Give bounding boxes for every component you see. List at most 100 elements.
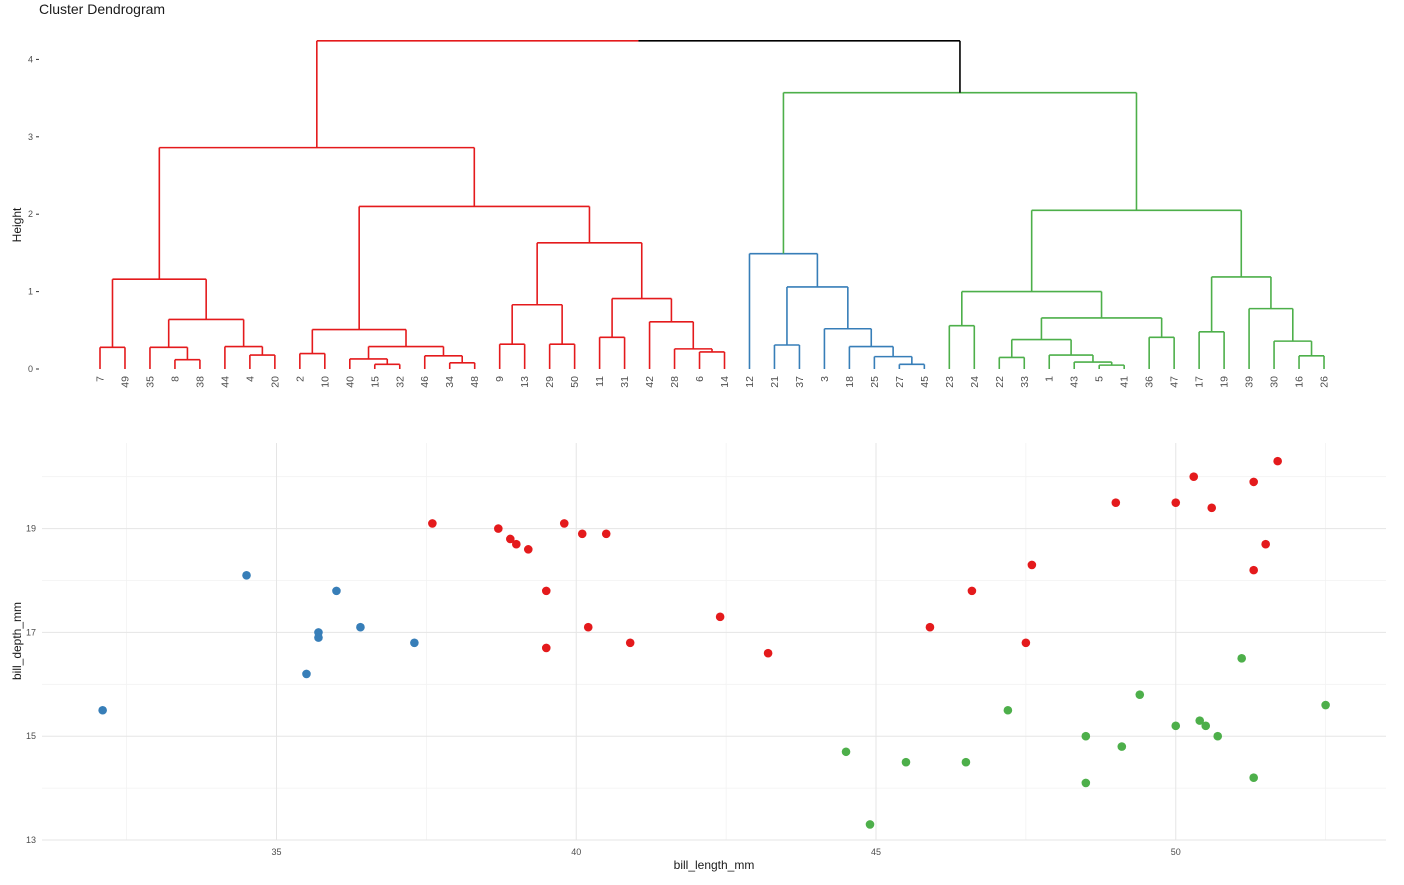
scatter-point — [763, 648, 773, 658]
leaf-label: 13 — [519, 376, 531, 388]
leaf-label: 17 — [1194, 376, 1206, 388]
scatter-point — [1213, 731, 1223, 741]
leaf-label: 8 — [169, 376, 181, 382]
y-axis-title: Height — [10, 207, 24, 242]
leaf-label: 45 — [919, 376, 931, 388]
scatter-point — [1249, 773, 1258, 783]
scatter-point — [961, 757, 971, 767]
y-tick-label: 3 — [28, 132, 33, 142]
scatter-point — [1021, 638, 1031, 648]
leaf-label: 31 — [619, 376, 631, 388]
scatter-point — [428, 519, 437, 528]
leaf-label: 44 — [219, 376, 231, 388]
leaf-label: 50 — [569, 376, 581, 388]
scatter-point — [1189, 472, 1199, 482]
leaf-label: 28 — [669, 376, 681, 388]
scatter-point — [541, 643, 551, 653]
leaf-label: 6 — [694, 376, 706, 382]
y-tick-label: 0 — [28, 364, 33, 374]
leaf-label: 48 — [469, 376, 481, 388]
leaf-label: 36 — [1144, 376, 1156, 388]
leaf-label: 37 — [794, 376, 806, 388]
scatter-point — [865, 820, 875, 829]
y-tick-label: 13 — [26, 835, 36, 845]
x-axis-title: bill_length_mm — [674, 858, 755, 872]
x-tick-label: 40 — [571, 847, 581, 857]
scatter-point — [1207, 503, 1217, 513]
scatter-point — [302, 669, 311, 679]
scatter-point — [314, 633, 323, 642]
scatter-point — [1117, 742, 1127, 751]
leaf-label: 3 — [819, 376, 831, 382]
scatter-point — [410, 638, 419, 648]
scatter-point — [625, 638, 635, 648]
scatter-point — [925, 622, 935, 632]
leaf-label: 25 — [869, 376, 881, 388]
leaf-label: 43 — [1069, 376, 1081, 388]
scatter-point — [1249, 477, 1258, 487]
y-tick-label: 19 — [26, 524, 36, 534]
leaf-label: 2 — [294, 376, 306, 382]
scatter-point — [1081, 778, 1091, 788]
scatter-point — [1321, 700, 1330, 710]
leaf-label: 20 — [269, 376, 281, 388]
scatter-point — [494, 524, 503, 533]
scatter-point — [1171, 721, 1181, 731]
y-tick-label: 17 — [26, 627, 36, 637]
leaf-label: 40 — [344, 376, 356, 388]
leaf-label: 32 — [394, 376, 406, 388]
scatter-point — [1027, 560, 1037, 570]
scatter-point — [541, 586, 551, 596]
leaf-label: 19 — [1219, 376, 1231, 388]
scatter-point — [523, 545, 533, 554]
leaf-label: 4 — [244, 376, 256, 382]
chart-title: Cluster Dendrogram — [39, 1, 166, 17]
leaf-label: 18 — [844, 376, 856, 388]
x-tick-label: 35 — [271, 847, 281, 857]
leaf-label: 10 — [319, 376, 331, 388]
leaf-label: 11 — [594, 376, 606, 387]
leaf-label: 33 — [1019, 376, 1031, 388]
leaf-label: 34 — [444, 376, 456, 388]
scatter-point — [506, 534, 515, 544]
leaf-label: 49 — [119, 376, 131, 388]
leaf-label: 21 — [769, 376, 781, 388]
leaf-label: 27 — [894, 376, 906, 388]
scatter-point — [1273, 456, 1282, 466]
scatter-point — [559, 519, 569, 528]
scatter-point — [1201, 721, 1211, 731]
leaf-label: 29 — [544, 376, 556, 388]
scatter-point — [1135, 690, 1145, 699]
leaf-label: 41 — [1119, 376, 1131, 388]
scatter-point — [583, 622, 593, 632]
scatter-point — [1261, 539, 1270, 549]
scatter-point — [901, 757, 911, 767]
scatter-point — [356, 622, 365, 632]
leaf-label: 38 — [194, 376, 206, 388]
leaf-label: 24 — [969, 376, 981, 388]
scatter-point — [332, 586, 341, 596]
leaf-label: 23 — [944, 376, 956, 388]
leaf-label: 16 — [1294, 376, 1306, 388]
scatter-point — [1003, 705, 1013, 715]
scatter-point — [1081, 731, 1091, 741]
y-axis-title: bill_depth_mm — [10, 602, 24, 680]
leaf-label: 42 — [644, 376, 656, 388]
leaf-label: 15 — [369, 376, 381, 388]
x-tick-label: 50 — [1171, 847, 1181, 857]
x-tick-label: 45 — [871, 847, 881, 857]
scatter-point — [1111, 498, 1121, 507]
leaf-label: 46 — [419, 376, 431, 388]
scatter-point — [841, 747, 851, 757]
leaf-label: 7 — [95, 376, 107, 382]
leaf-label: 47 — [1169, 376, 1181, 388]
scatter-point — [715, 612, 725, 622]
scatter-point — [242, 571, 251, 580]
scatter-point — [1195, 716, 1205, 725]
scatter-point — [601, 529, 611, 539]
y-tick-label: 1 — [28, 287, 33, 297]
y-tick-label: 2 — [28, 209, 33, 219]
scatter-point — [577, 529, 587, 539]
